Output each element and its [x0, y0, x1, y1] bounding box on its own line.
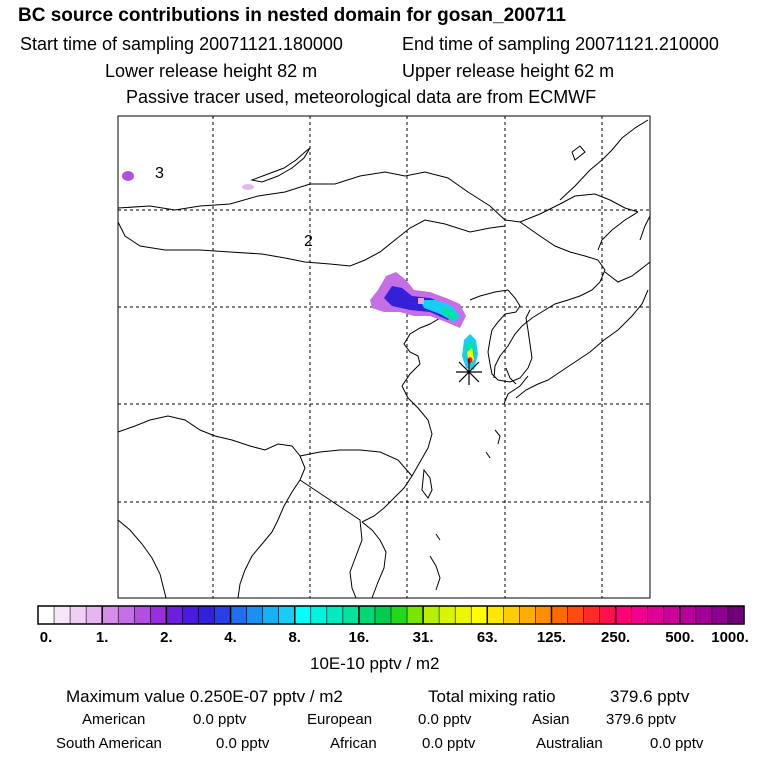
colorbar-tick-label: 500. [665, 629, 695, 646]
asian-value: 379.6 pptv [606, 711, 677, 728]
colorbar-tick-label: 2. [160, 629, 173, 646]
asian-label: Asian [532, 711, 570, 728]
colorbar-tick-label: 0. [39, 629, 53, 646]
colorbar-tick-label: 31. [412, 629, 434, 646]
colorbar-cell [455, 606, 472, 624]
colorbar-separators [53, 606, 729, 624]
colorbar-cell [294, 606, 312, 624]
colorbar-cell [423, 606, 440, 624]
colorbar-cell [278, 606, 296, 624]
colorbar-tick-label: 1. [95, 629, 109, 646]
colorbar-cell [391, 606, 408, 624]
colorbar-tick-label: 4. [224, 629, 237, 646]
colorbar-cell [166, 606, 184, 624]
australian-label: Australian [536, 735, 603, 752]
map-grid [118, 116, 650, 598]
colorbar-tick-label: 63. [476, 629, 498, 646]
european-value: 0.0 pptv [418, 711, 472, 728]
colorbar-tick-label: 16. [348, 629, 370, 646]
colorbar-tick-label: 8. [288, 629, 301, 646]
colorbar-cell [214, 606, 232, 624]
receptor-star-icon [456, 359, 482, 385]
colorbar-cell [134, 606, 151, 624]
tracer-note: Passive tracer used, meteorological data… [126, 87, 597, 107]
colorbar-cell [262, 606, 280, 624]
colorbar-cell [70, 606, 87, 624]
region-label-3: 3 [155, 165, 164, 182]
colorbar-cell [310, 606, 328, 624]
african-label: African [330, 735, 377, 752]
maximum-value: Maximum value 0.250E-07 pptv / m2 [66, 687, 343, 706]
plume-spot [418, 298, 424, 304]
colorbar-cell [695, 606, 713, 624]
colorbar-cell [503, 606, 520, 624]
plume-patch-west [122, 171, 134, 181]
australian-value: 0.0 pptv [650, 735, 704, 752]
colorbar-tick-label: 125. [536, 629, 567, 646]
plume-patch-baikal [242, 184, 254, 190]
plume-core-hot [440, 306, 458, 320]
colorbar-cell [647, 606, 665, 624]
colorbar-cell [567, 606, 585, 624]
coastlines-borders [117, 119, 651, 599]
colorbar-cell [551, 606, 569, 624]
colorbar-cell [439, 606, 456, 624]
colorbar-cell [711, 606, 729, 624]
map-frame [117, 115, 651, 599]
colorbar-cell [38, 606, 55, 624]
colorbar-cell [679, 606, 697, 624]
african-value: 0.0 pptv [422, 735, 476, 752]
colorbar-tick-label: 250. [601, 629, 631, 646]
figure-title: BC source contributions in nested domain… [18, 5, 566, 26]
colorbar-cell [407, 606, 424, 624]
colorbar-cell [198, 606, 216, 624]
colorbar-cell [182, 606, 200, 624]
upper-release-height: Upper release height 62 m [402, 61, 615, 81]
colorbar-cell [519, 606, 537, 624]
colorbar-cell [471, 606, 488, 624]
colorbar-cell [663, 606, 681, 624]
colorbar-cell [374, 606, 392, 624]
south-american-label: South American [56, 735, 162, 752]
colorbar-cell [631, 606, 649, 624]
american-label: American [82, 711, 146, 728]
start-time: Start time of sampling 20071121.180000 [20, 34, 343, 54]
end-time: End time of sampling 20071121.210000 [402, 34, 719, 54]
colorbar-cell [118, 606, 135, 624]
colorbar-cell [86, 606, 103, 624]
region-label-2: 2 [304, 233, 313, 250]
lower-release-height: Lower release height 82 m [105, 61, 318, 81]
south-american-value: 0.0 pptv [216, 735, 270, 752]
colorbar-cell [326, 606, 344, 624]
colorbar-cell [583, 606, 601, 624]
colorbar-units: 10E-10 pptv / m2 [310, 654, 440, 673]
total-mixing-value: 379.6 pptv [610, 687, 690, 706]
colorbar-cell [727, 606, 745, 624]
colorbar-cell [615, 606, 633, 624]
american-value: 0.0 pptv [193, 711, 247, 728]
colorbar-cells [38, 606, 745, 624]
colorbar-cell [342, 606, 360, 624]
colorbar-cell [230, 606, 248, 624]
colorbar-cell [246, 606, 264, 624]
colorbar-cell [150, 606, 167, 624]
contribution-plume [122, 171, 478, 370]
colorbar-cell [599, 606, 617, 624]
colorbar-cell [102, 606, 119, 624]
colorbar-cell [487, 606, 504, 624]
colorbar-cell [358, 606, 376, 624]
colorbar-tick-label: 1000. [711, 629, 749, 646]
total-mixing-label: Total mixing ratio [428, 687, 556, 706]
colorbar-cell [54, 606, 71, 624]
colorbar-cell [535, 606, 553, 624]
european-label: European [307, 711, 373, 728]
